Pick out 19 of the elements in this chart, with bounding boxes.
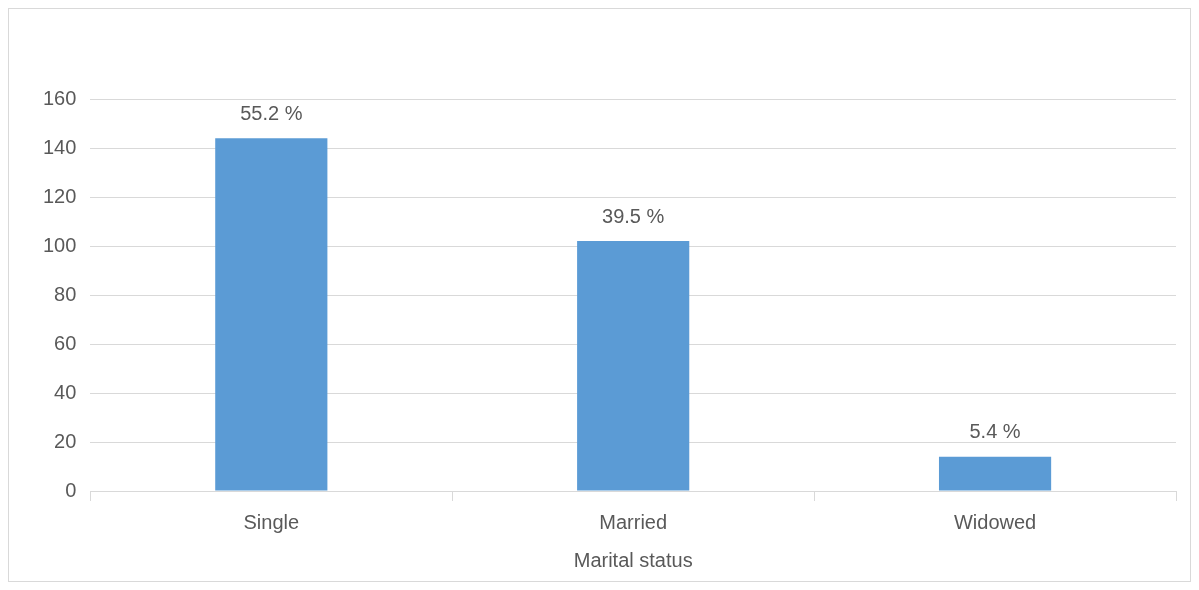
bar [938,456,1052,491]
x-tick-label: Married [599,510,668,533]
x-axis-title: Marital status [573,548,693,571]
x-tick-label: Widowed [953,510,1037,533]
y-tick-label: 80 [54,282,77,305]
annotation: 5.4 % [969,420,1021,443]
y-tick-label: 160 [42,86,77,109]
y-tick-label: 140 [42,135,77,158]
y-tick-label: 100 [42,233,77,256]
bar [215,138,328,491]
y-tick-label: 20 [54,429,77,452]
y-tick-label: 60 [54,331,77,354]
annotation: 55.2 % [240,101,303,124]
bar [577,241,690,491]
y-tick-label: 120 [42,184,77,207]
y-tick-label: 40 [54,380,77,403]
y-tick-label: 0 [65,478,77,501]
x-tick-label: Single [243,510,300,533]
annotation: 39.5 % [602,204,665,227]
